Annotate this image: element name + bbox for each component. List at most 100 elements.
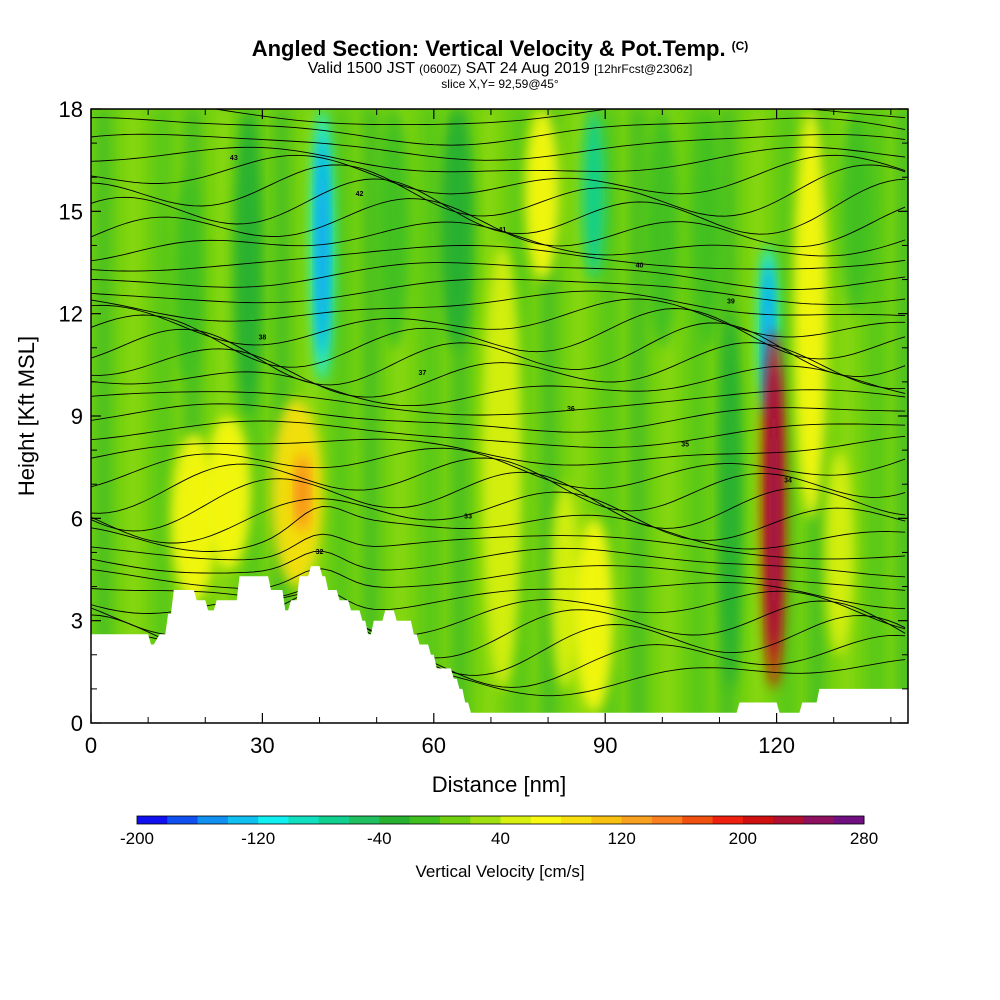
x-tick-label: 90 bbox=[593, 733, 617, 758]
theta-contour bbox=[91, 506, 906, 552]
colorbar-swatch bbox=[318, 816, 350, 824]
theta-contour bbox=[91, 198, 906, 248]
colorbar-swatch bbox=[651, 816, 683, 824]
y-tick-label: 18 bbox=[59, 97, 83, 122]
theta-contour bbox=[91, 117, 906, 146]
theta-contour bbox=[91, 322, 906, 386]
contour-label: 33 bbox=[464, 513, 472, 520]
colorbar-swatch bbox=[621, 816, 653, 824]
contour-label: 42 bbox=[356, 191, 364, 198]
theta-contour bbox=[91, 365, 906, 407]
colorbar-frame bbox=[136, 815, 865, 825]
theta-contour bbox=[211, 109, 906, 126]
theta-contours: 43 42 41 40 39 38 37 36 35 34 33 32 bbox=[91, 109, 906, 697]
velocity-cell bbox=[376, 109, 411, 348]
y-tick-label: 3 bbox=[71, 609, 83, 634]
theta-contour bbox=[91, 435, 906, 466]
velocity-cell bbox=[719, 313, 743, 689]
chart-title: Angled Section: Vertical Velocity & Pot.… bbox=[0, 36, 1000, 62]
velocity-cell bbox=[793, 109, 829, 519]
velocity-cell bbox=[233, 109, 263, 416]
theta-contour bbox=[91, 308, 906, 368]
theta-contour bbox=[91, 389, 906, 416]
colorbar-tick-label: -40 bbox=[367, 829, 392, 848]
theta-contour bbox=[91, 342, 906, 398]
colorbar-swatch bbox=[409, 816, 441, 824]
colorbar-swatch bbox=[197, 816, 229, 824]
colorbar-swatch bbox=[439, 816, 471, 824]
colorbar-label: Vertical Velocity [cm/s] bbox=[415, 862, 585, 881]
chart-subtitle: Valid 1500 JST (0600Z) SAT 24 Aug 2019 [… bbox=[0, 60, 1000, 78]
theta-contour bbox=[91, 154, 906, 195]
velocity-cell bbox=[170, 433, 217, 604]
velocity-cell bbox=[693, 109, 723, 348]
colorbar-swatch bbox=[833, 816, 865, 824]
colorbar-swatch bbox=[227, 816, 259, 824]
x-tick-label: 0 bbox=[85, 733, 97, 758]
velocity-cell bbox=[573, 518, 614, 713]
theta-contour bbox=[91, 146, 906, 173]
valid-utc: (0600Z) bbox=[419, 62, 462, 76]
theta-contour bbox=[91, 278, 906, 305]
contour-label: 43 bbox=[230, 155, 238, 162]
theta-contour bbox=[91, 133, 906, 161]
chart-title-text: Angled Section: Vertical Velocity & Pot.… bbox=[251, 36, 726, 61]
velocity-cell bbox=[525, 109, 560, 280]
theta-contour bbox=[91, 221, 906, 262]
theta-contour bbox=[91, 447, 906, 490]
x-tick-label: 120 bbox=[758, 733, 795, 758]
field-band bbox=[126, 109, 141, 723]
theta-contour bbox=[91, 533, 906, 561]
theta-contour bbox=[91, 245, 906, 272]
theta-contour bbox=[91, 491, 906, 544]
y-tick-label: 9 bbox=[71, 404, 83, 429]
theta-contour bbox=[91, 178, 906, 235]
colorbar-swatch bbox=[470, 816, 501, 824]
velocity-core bbox=[297, 458, 308, 527]
colorbar-tick-label: 200 bbox=[729, 829, 757, 848]
field-band bbox=[96, 109, 111, 723]
valid-date: SAT 24 Aug 2019 bbox=[465, 60, 590, 77]
colorbar-swatch bbox=[712, 816, 744, 824]
velocity-cell bbox=[439, 109, 474, 348]
x-tick-label: 30 bbox=[250, 733, 274, 758]
velocity-core bbox=[317, 136, 328, 355]
y-tick-label: 6 bbox=[71, 506, 83, 531]
terrain-fill bbox=[91, 566, 908, 723]
slice-info: slice X,Y= 92,59@45° bbox=[441, 77, 559, 91]
field-band bbox=[215, 109, 230, 723]
theta-contour bbox=[91, 290, 906, 322]
colorbar-swatch bbox=[167, 816, 199, 824]
colorbar-swatch bbox=[500, 816, 532, 824]
theta-contour bbox=[91, 457, 906, 514]
contour-label: 37 bbox=[418, 370, 426, 377]
contour-label: 34 bbox=[784, 478, 792, 485]
colorbar-swatch bbox=[349, 816, 380, 824]
colorbar-swatch bbox=[379, 816, 411, 824]
theta-contour bbox=[91, 565, 906, 591]
theta-contour bbox=[91, 164, 906, 217]
contour-label: 40 bbox=[636, 263, 644, 270]
colorbar: -200 -120 -40 40 120 200 280 bbox=[120, 815, 878, 848]
colorbar-swatch bbox=[803, 816, 835, 824]
valid-time: Valid 1500 JST bbox=[307, 60, 415, 77]
theta-contour bbox=[91, 262, 906, 290]
chart-title-suffix: (C) bbox=[731, 39, 749, 53]
colorbar-swatch bbox=[773, 816, 804, 824]
velocity-cell bbox=[582, 109, 606, 280]
field-band bbox=[869, 109, 883, 723]
velocity-cell bbox=[482, 245, 523, 689]
colorbar-swatch bbox=[561, 816, 592, 824]
y-axis-label: Height [Kft MSL] bbox=[14, 336, 39, 496]
contour-label: 36 bbox=[567, 406, 575, 413]
velocity-cell bbox=[839, 109, 874, 314]
field-band bbox=[750, 109, 765, 723]
contour-label: 35 bbox=[681, 442, 689, 449]
contour-label: 39 bbox=[727, 298, 735, 305]
contour-label: 38 bbox=[259, 334, 267, 341]
colorbar-tick-label: -200 bbox=[120, 829, 154, 848]
y-tick-label: 0 bbox=[71, 711, 83, 736]
colorbar-swatch bbox=[591, 816, 623, 824]
colorbar-tick-label: 280 bbox=[850, 829, 878, 848]
